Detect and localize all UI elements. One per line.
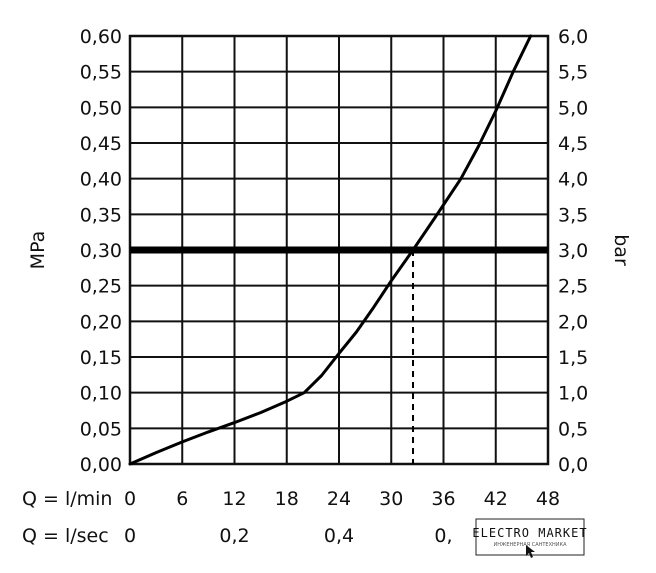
y-tick-mpa-label: 0,05 <box>80 418 122 440</box>
y-tick-bar-label: 3,5 <box>558 204 588 226</box>
y-tick-bar-label: 4,0 <box>558 169 588 191</box>
y-tick-bar-label: 4,5 <box>558 133 588 155</box>
y-tick-mpa-label: 0,35 <box>80 204 122 226</box>
y-tick-mpa-label: 0,60 <box>80 26 122 48</box>
y-tick-mpa-label: 0,40 <box>80 169 122 191</box>
x-tick-lmin-label: 36 <box>431 488 455 510</box>
x-tick-lmin-label: 30 <box>379 488 403 510</box>
x-axis-lsec-ticks: 0 0,2 0,4 0, <box>124 525 453 547</box>
y-axis-right-title: bar <box>610 234 632 266</box>
y-tick-mpa-label: 0,25 <box>80 276 122 298</box>
y-tick-bar-label: 5,5 <box>558 62 588 84</box>
y-tick-bar-label: 0,5 <box>558 418 588 440</box>
y-tick-bar-label: 6,0 <box>558 26 588 48</box>
x-tick-lsec-label: 0, <box>434 525 452 547</box>
y-tick-bar-label: 2,0 <box>558 311 588 333</box>
y-tick-mpa-label: 0,15 <box>80 347 122 369</box>
x-tick-lmin-label: 12 <box>222 488 246 510</box>
series-line-0 <box>128 34 533 466</box>
y-tick-bar-label: 1,0 <box>558 383 588 405</box>
x-axis-lmin-ticks: 0 6 12 18 24 30 36 42 48 <box>124 488 560 510</box>
y-tick-mpa-label: 0,50 <box>80 97 122 119</box>
y-tick-bar-label: 2,5 <box>558 276 588 298</box>
x-tick-lmin-label: 42 <box>484 488 508 510</box>
x-tick-lmin-label: 18 <box>275 488 299 510</box>
cursor-icon <box>526 545 535 558</box>
x-tick-lmin-label: 48 <box>536 488 560 510</box>
y-tick-mpa-label: 0,10 <box>80 383 122 405</box>
y-tick-bar-label: 1,5 <box>558 347 588 369</box>
y-axis-bar-ticks: 0,0 0,5 1,0 1,5 2,0 2,5 3,0 3,5 4,0 4,5 5,0 5,5 6,0 <box>558 26 588 476</box>
x-axis-lsec-title: Q = l/sec <box>22 525 109 547</box>
y-tick-mpa-label: 0,45 <box>80 133 122 155</box>
x-tick-lsec-label: 0 <box>124 525 136 547</box>
y-tick-bar-label: 3,0 <box>558 240 588 262</box>
watermark-logo: ELECTRO MARKET ИНЖЕНЕРНАЯ САНТЕХНИКА <box>472 518 587 558</box>
y-axis-mpa-ticks: 0,00 0,05 0,10 0,15 0,20 0,25 0,30 0,35 0,40 0,45… <box>80 26 122 476</box>
x-tick-lmin-label: 24 <box>327 488 351 510</box>
x-tick-lmin-label: 0 <box>124 488 136 510</box>
x-tick-lsec-label: 0,4 <box>324 525 354 547</box>
y-tick-mpa-label: 0,30 <box>80 240 122 262</box>
watermark-title: ELECTRO MARKET <box>472 526 587 540</box>
watermark-subtitle: ИНЖЕНЕРНАЯ САНТЕХНИКА <box>493 542 567 548</box>
x-tick-lmin-label: 6 <box>176 488 188 510</box>
y-tick-mpa-label: 0,00 <box>80 454 122 476</box>
x-axis-lmin-title: Q = l/min <box>22 488 112 510</box>
y-tick-bar-label: 5,0 <box>558 97 588 119</box>
y-tick-mpa-label: 0,20 <box>80 311 122 333</box>
x-tick-lsec-label: 0,2 <box>219 525 249 547</box>
y-tick-mpa-label: 0,55 <box>80 62 122 84</box>
series-layer <box>128 34 548 466</box>
y-tick-bar-label: 0,0 <box>558 454 588 476</box>
y-axis-left-title: MPa <box>27 231 49 270</box>
